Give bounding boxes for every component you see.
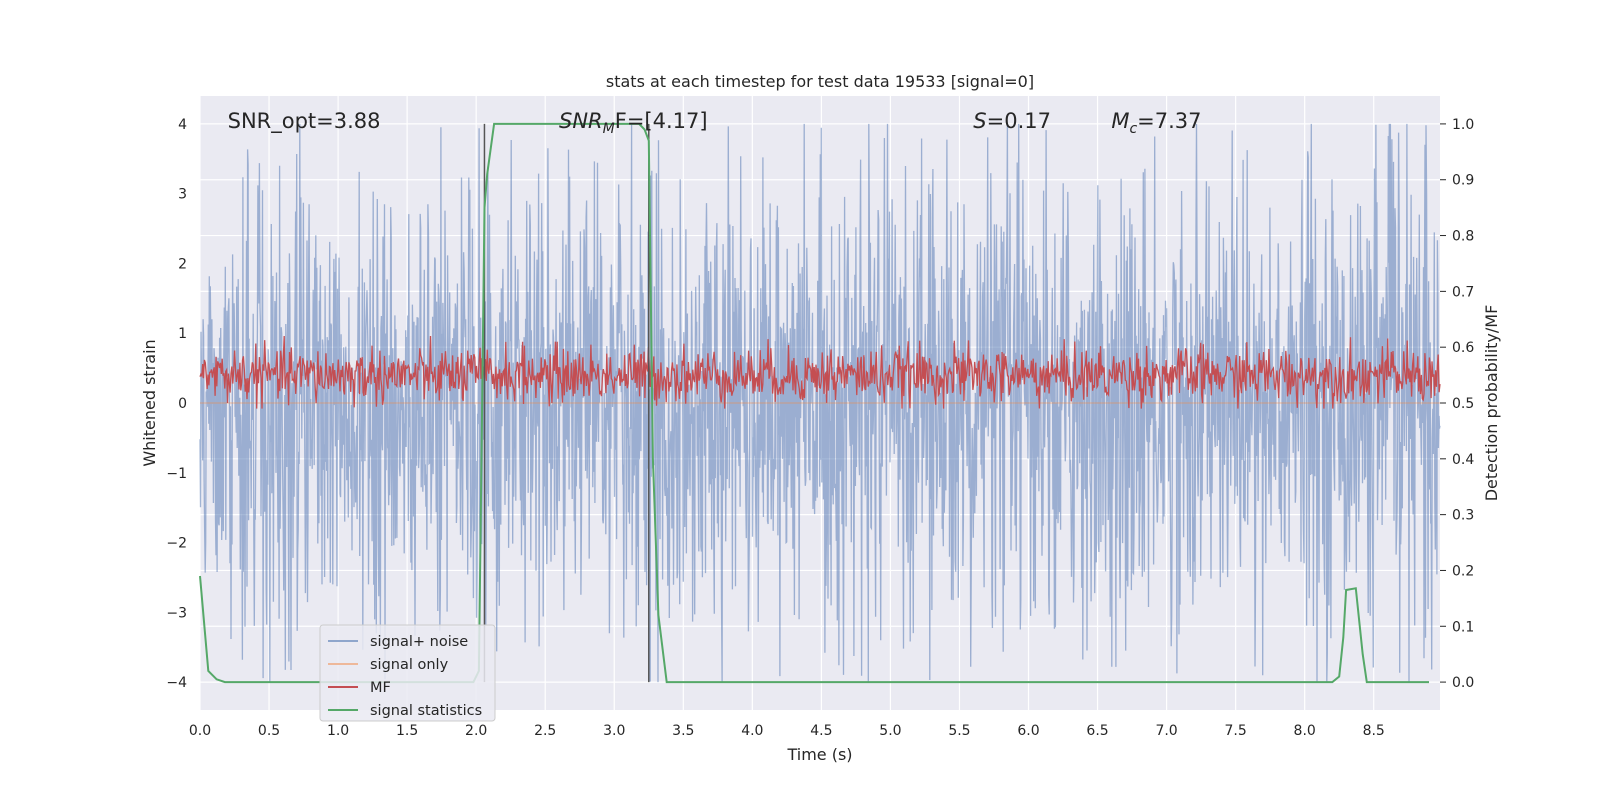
y-right-tick-label: 0.1 [1452, 619, 1474, 635]
y-right-tick-label: 0.3 [1452, 508, 1474, 524]
x-tick-label: 8.0 [1294, 723, 1316, 739]
y-right-tick-label: 0.0 [1452, 675, 1474, 691]
annotations: SNR_opt=3.88 SNRMF=[4.17] S=0.17 Mc=7.37 [228, 109, 1202, 137]
x-axis-label: Time (s) [786, 745, 852, 764]
x-tick-label: 0.5 [258, 723, 280, 739]
x-tick-label: 1.0 [327, 723, 349, 739]
x-tick-label: 7.5 [1225, 723, 1247, 739]
y-right-tick-label: 0.7 [1452, 284, 1474, 300]
x-tick-label: 5.5 [948, 723, 970, 739]
y-axis-label: Whitened strain [140, 339, 159, 466]
y-right-tick-label: 0.9 [1452, 173, 1474, 189]
signal-plus-noise-line [199, 123, 1441, 683]
x-tick-label: 3.5 [672, 723, 694, 739]
chart-title: stats at each timestep for test data 195… [606, 72, 1034, 91]
legend-label: MF [370, 680, 391, 696]
x-tick-label: 1.5 [396, 723, 418, 739]
y-right-tick-label: 0.6 [1452, 340, 1474, 356]
y-tick-label: −3 [166, 605, 187, 621]
legend-label: signal+ noise [370, 634, 468, 650]
x-tick-label: 2.5 [534, 723, 556, 739]
legend: signal+ noise signal only MF signal statist… [319, 624, 496, 722]
x-tick-label: 8.5 [1363, 723, 1385, 739]
legend-label: signal statistics [370, 703, 482, 719]
y-axis-right-ticks: 0.0 0.1 0.2 0.3 0.4 0.5 0.6 0.7 0.8 0.9 1.0 [1440, 117, 1474, 691]
signal-plus-noise-series [199, 123, 1441, 683]
y-axis-ticks: −4 −3 −2 −1 0 1 2 3 4 [166, 117, 187, 691]
y-tick-label: 0 [178, 396, 187, 412]
y-axis-right-label: Detection probability/MF [1482, 305, 1501, 502]
legend-box [319, 624, 496, 722]
mf-series [199, 335, 1441, 409]
x-tick-label: 0.0 [189, 723, 211, 739]
y-tick-label: −1 [166, 466, 187, 482]
y-tick-label: −2 [166, 536, 187, 552]
y-tick-label: 1 [178, 326, 187, 342]
annotation-text: SNR_opt=3.88 [228, 109, 381, 134]
mf-line [199, 335, 1441, 409]
x-tick-label: 6.5 [1086, 723, 1108, 739]
legend-label: signal only [370, 657, 449, 673]
x-tick-label: 7.0 [1155, 723, 1177, 739]
y-right-tick-label: 0.4 [1452, 452, 1474, 468]
annotation-text: SNRMF=[4.17] [559, 109, 708, 137]
y-tick-label: 4 [178, 117, 187, 133]
y-right-tick-label: 0.2 [1452, 563, 1474, 579]
x-tick-label: 2.0 [465, 723, 487, 739]
annotation-text: S=0.17 [973, 109, 1051, 133]
x-tick-label: 4.0 [741, 723, 763, 739]
y-tick-label: 3 [178, 187, 187, 203]
x-tick-label: 3.0 [603, 723, 625, 739]
y-right-tick-label: 0.5 [1452, 396, 1474, 412]
x-tick-label: 5.0 [879, 723, 901, 739]
x-axis-ticks: 0.0 0.5 1.0 1.5 2.0 2.5 3.0 3.5 4.0 4.5 5.0 5.5 6.0 6… [189, 723, 1385, 739]
x-tick-label: 6.0 [1017, 723, 1039, 739]
y-right-tick-label: 0.8 [1452, 229, 1474, 245]
x-tick-label: 4.5 [810, 723, 832, 739]
y-right-tick-label: 1.0 [1452, 117, 1474, 133]
y-tick-label: −4 [166, 675, 187, 691]
annotation-text: Mc=7.37 [1111, 109, 1201, 137]
y-tick-label: 2 [178, 256, 187, 272]
